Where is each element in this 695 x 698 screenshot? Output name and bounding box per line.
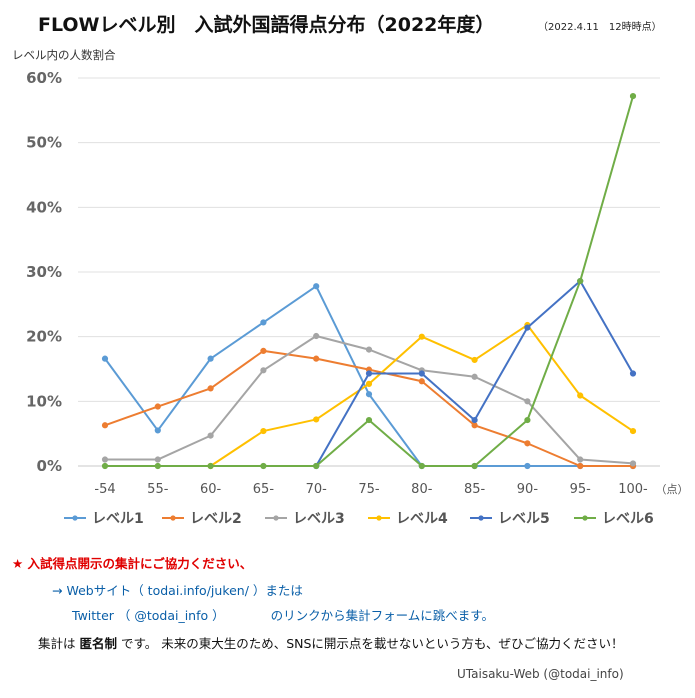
y-tick-label: 30% [26,263,62,281]
data-point-level2 [154,403,161,410]
series-line-level6 [105,95,634,467]
y-tick-label: 50% [26,134,62,152]
note-website: → Webサイト（ todai.info/juken/ ）または [52,583,303,598]
x-tick-label: 70- [306,482,328,497]
note-anonymous-a: 集計は [38,636,80,651]
data-point-level3 [154,456,161,463]
chart-date: （2022.4.11 12時時点） [538,22,662,33]
data-point-level6 [471,462,478,470]
data-point-level2 [471,422,478,429]
legend-label-level3: レベル3 [293,511,345,527]
legend-label-level5: レベル5 [498,511,550,527]
data-point-level5 [629,370,637,377]
data-point-level6 [207,462,214,470]
data-point-level3 [101,456,109,463]
x-axis-unit: （点） [656,483,689,496]
x-tick-label: 90- [517,482,539,497]
data-point-level4 [365,380,373,387]
x-tick-label: -54 [94,482,115,497]
legend-label-level1: レベル1 [92,511,144,527]
y-tick-label: 40% [26,198,62,216]
data-point-level3 [524,398,531,405]
y-axis-caption: レベル内の人数割合 [12,48,116,62]
chart-title: FLOWレベル別 入試外国語得点分布（2022年度） [38,14,495,36]
legend-label-level2: レベル2 [190,511,242,527]
data-point-level6 [524,416,531,424]
x-tick-label: 60- [200,482,222,497]
legend-swatch-marker [582,515,588,521]
x-tick-label: 75- [358,482,380,497]
data-point-level2 [207,385,214,392]
y-tick-label: 0% [37,457,62,475]
x-tick-label: 85- [464,482,486,497]
data-point-level3 [313,332,320,340]
data-point-level2 [313,355,320,362]
data-point-level2 [260,347,267,354]
y-tick-label: 10% [26,392,62,410]
data-point-level6 [154,462,161,470]
data-point-level6 [101,462,109,470]
legend-swatch-marker [170,515,176,521]
x-tick-label: 80- [411,482,433,497]
data-point-level2 [418,378,425,385]
data-point-level1 [260,319,267,326]
data-point-level5 [524,324,531,331]
data-point-level6 [418,462,425,470]
x-tick-label: 65- [253,482,275,497]
data-point-level6 [313,462,320,470]
title-row: FLOWレベル別 入試外国語得点分布（2022年度） （2022.4.11 12… [0,10,695,40]
legend-swatch-marker [478,515,484,521]
x-tick-label: 95- [570,482,592,497]
data-point-level2 [524,440,531,447]
data-point-level3 [471,373,478,380]
x-tick-label: 55- [147,482,169,497]
data-point-level4 [577,392,584,399]
data-point-level1 [101,355,109,362]
note-form-link: のリンクから集計フォームに跳べます。 [270,608,495,623]
data-point-level1 [524,462,531,470]
y-tick-label: 20% [26,328,62,346]
series-line-level4 [210,324,634,467]
series-line-level5 [315,280,634,467]
data-point-level4 [418,333,425,340]
legend-label-level4: レベル4 [396,511,448,527]
legend-swatch-marker [376,515,382,521]
data-point-level6 [629,93,637,100]
data-point-level5 [365,370,373,377]
data-point-level3 [629,460,637,467]
data-point-level3 [577,456,584,463]
data-point-level3 [207,432,214,439]
line-chart: 0% 10% 20% 30% 40% 50% 60% -54 55- 60- 65- 70- 75- 80… [26,69,689,527]
credit: UTaisaku-Web (@todai_info) [457,667,624,681]
data-point-level3 [365,346,373,353]
legend-swatch-marker [72,515,78,521]
data-point-level6 [365,416,373,424]
data-point-level4 [260,427,267,435]
data-point-level2 [577,462,584,470]
note-anonymous: 集計は 匿名制 です。 未来の東大生のため、SNSに開示点を載せないという方も、… [38,633,624,652]
data-point-level4 [629,427,637,435]
data-point-level5 [471,416,478,424]
note-request: ★ 入試得点開示の集計にご協力ください、 [12,556,253,571]
legend-swatch-marker [273,515,279,521]
data-point-level6 [260,462,267,470]
x-tick-label: 100- [618,482,648,497]
data-point-level6 [577,277,584,285]
note-twitter: Twitter （ @todai_info ） のリンクから集計フォームに跳べます… [72,605,494,624]
note-anonymous-b: 匿名制 [79,636,117,651]
note-anonymous-c: です。 未来の東大生のため、SNSに開示点を載せないという方も、ぜひご協力くださ… [117,636,624,651]
data-point-level1 [207,355,214,362]
data-point-level2 [101,422,109,429]
series-line-level3 [105,335,634,465]
data-point-level4 [471,356,478,364]
data-point-level3 [260,367,267,374]
legend-label-level6: レベル6 [602,511,654,527]
y-tick-label: 60% [26,69,62,87]
data-point-level1 [154,427,161,434]
data-point-level5 [418,370,425,377]
data-point-level1 [365,391,373,398]
data-point-level4 [313,416,320,423]
note-twitter-handle: Twitter （ @todai_info ） [72,608,225,623]
data-point-level1 [313,283,320,290]
